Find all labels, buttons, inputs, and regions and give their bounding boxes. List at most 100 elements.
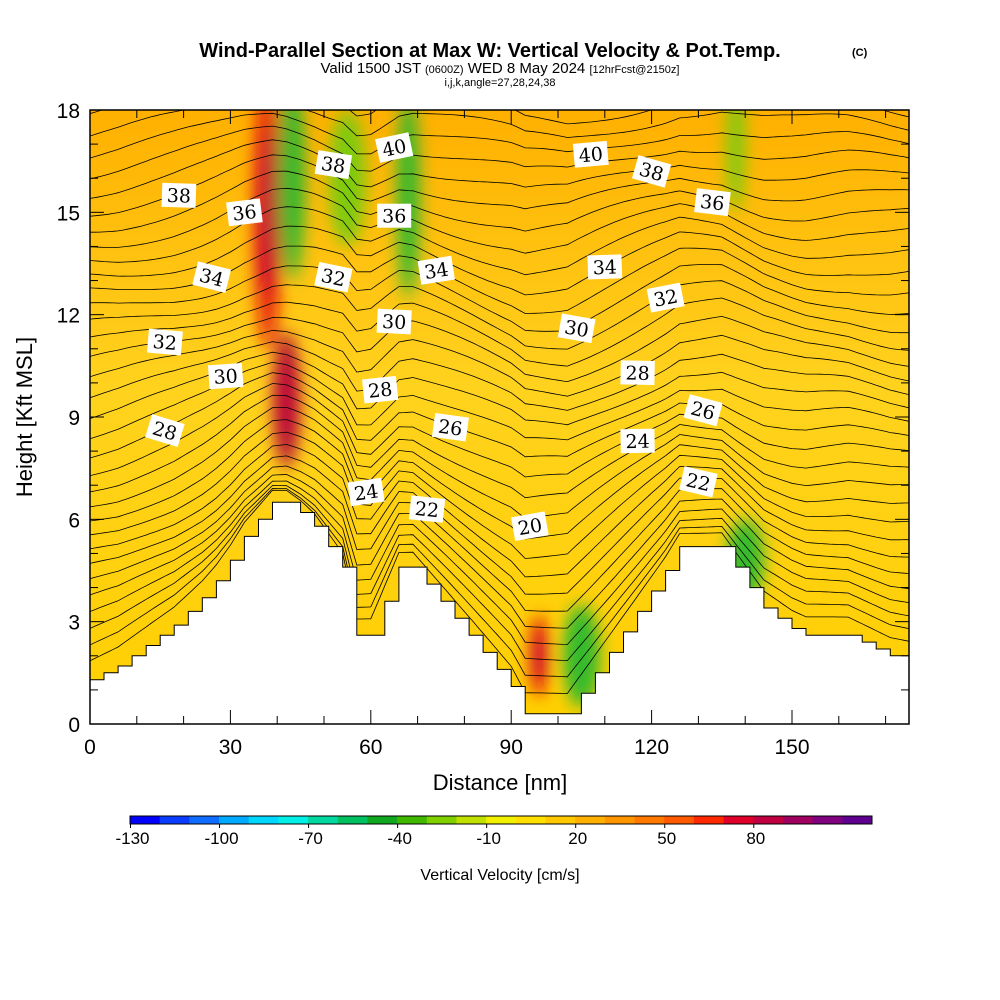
- velocity-core-6: [534, 631, 544, 681]
- colorbar-swatch: [545, 816, 576, 824]
- isentrope-label: 26: [431, 412, 469, 442]
- isentrope-label: 20: [511, 511, 549, 541]
- colorbar-swatch: [842, 816, 873, 824]
- isentrope-label-bg: [226, 198, 263, 227]
- colorbar-swatch: [426, 816, 457, 824]
- isentrope-28: [90, 154, 909, 217]
- isentrope-label-bg: [377, 203, 412, 228]
- isentrope-label-bg: [631, 155, 672, 188]
- isentrope-26: [90, 187, 909, 254]
- isentrope-label: 36: [226, 198, 263, 227]
- isentrope-label-bg: [620, 360, 655, 385]
- x-axis: 0 30 60 90 120 150: [84, 110, 887, 759]
- isentrope-label-bg: [557, 313, 596, 344]
- colorbar: -130 -100 -70 -40 -10 20 50 80: [115, 815, 873, 848]
- isentrope-label: 24: [347, 477, 385, 507]
- isentrope-label-text: 36: [699, 191, 726, 216]
- isentrope-13: [90, 383, 909, 478]
- isentrope-label: 32: [146, 328, 183, 356]
- colorbar-swatch: [575, 816, 606, 824]
- colorbar-swatch: [219, 816, 250, 824]
- isentrope-label: 30: [557, 313, 596, 344]
- colorbar-swatch: [664, 816, 695, 824]
- isentrope-label: 38: [314, 150, 353, 180]
- x-tick-label: 0: [84, 736, 96, 759]
- y-tick-label: 9: [68, 407, 80, 430]
- isentrope-label: 28: [362, 375, 399, 404]
- isentrope-label-text: 22: [684, 469, 713, 496]
- utc-time: (0600Z): [425, 64, 464, 76]
- isentrope-label-bg: [314, 261, 353, 293]
- isentrope-32: [90, 110, 909, 138]
- colorbar-tick-label: 20: [568, 829, 587, 848]
- isentrope-18: [90, 329, 909, 397]
- velocity-cell-5: [396, 110, 420, 298]
- isentrope-label-text: 40: [578, 143, 604, 167]
- colorbar-swatch: [812, 816, 843, 824]
- isentrope-label: 28: [620, 360, 655, 385]
- terrain-mask: [90, 501, 909, 724]
- isentrope-label-bg: [431, 412, 469, 442]
- isentrope-5: [90, 474, 909, 629]
- x-tick-label: 60: [359, 736, 382, 759]
- colorbar-swatch: [782, 816, 814, 824]
- isentrope-label-bg: [511, 511, 549, 541]
- grid-params: i,j,k,angle=27,28,24,38: [444, 77, 555, 89]
- isentrope-label-text: 20: [516, 514, 544, 540]
- isentrope-label-bg: [620, 428, 655, 454]
- isentrope-label: 40: [375, 132, 414, 163]
- colorbar-swatch: [308, 816, 339, 824]
- colorbar-swatch: [248, 816, 279, 824]
- isentrope-label-bg: [161, 182, 197, 208]
- isentrope-label-text: 36: [231, 201, 258, 226]
- isentrope-label-text: 30: [563, 316, 591, 342]
- isentrope-label-text: 24: [625, 431, 650, 453]
- x-tick-label: 150: [774, 736, 809, 759]
- isentrope-label-text: 34: [423, 259, 450, 285]
- isentrope-label-text: 26: [437, 416, 464, 441]
- chart-subtitle: Valid 1500 JST (0600Z) WED 8 May 2024 [1…: [321, 60, 680, 77]
- colorbar-swatch: [397, 816, 428, 824]
- velocity-core-2: [279, 359, 294, 441]
- isentrope-31: [90, 112, 909, 159]
- colorbar-tick-label: 80: [746, 829, 765, 848]
- isentrope-6: [90, 465, 909, 612]
- isentrope-29: [90, 139, 909, 199]
- colorbar-swatch: [130, 816, 161, 824]
- isentrope-label: 40: [572, 140, 609, 168]
- y-tick-label: 0: [68, 714, 80, 737]
- isentrope-label-bg: [192, 261, 232, 293]
- isentrope-10: [90, 419, 909, 540]
- isentrope-label-text: 36: [382, 206, 406, 228]
- isentrope-label: 38: [161, 182, 197, 208]
- isentrope-label-bg: [694, 188, 731, 217]
- isentrope-20: [90, 297, 909, 367]
- colorbar-swatch: [367, 816, 398, 824]
- isentrope-label-bg: [646, 282, 685, 313]
- isentrope-22: [90, 264, 909, 332]
- isentrope-label-text: 30: [381, 311, 406, 334]
- isentrope-label-text: 22: [414, 498, 440, 522]
- x-tick-label: 30: [219, 736, 242, 759]
- isentrope-label: 22: [408, 495, 446, 523]
- isentrope-17: [90, 341, 909, 411]
- y-tick-label: 3: [68, 612, 80, 635]
- isentrope-label-text: 40: [380, 135, 408, 162]
- isentrope-19: [90, 315, 909, 383]
- isentrope-label-text: 24: [353, 480, 380, 505]
- isentrope-label-text: 28: [367, 378, 393, 402]
- isentrope-25: [90, 206, 909, 276]
- colorbar-swatch: [753, 816, 784, 824]
- colorbar-swatch: [634, 816, 665, 824]
- x-tick-label: 120: [634, 736, 669, 759]
- isentrope-label-bg: [314, 150, 353, 180]
- isentrope-label-bg: [683, 394, 723, 427]
- isentrope-label-text: 32: [152, 331, 178, 355]
- isentrope-label-text: 30: [213, 365, 239, 389]
- colorbar-tick-label: -130: [115, 829, 149, 848]
- isentrope-label-bg: [145, 414, 185, 448]
- isentrope-label-bg: [376, 308, 412, 335]
- isentrope-label: 26: [683, 394, 723, 427]
- forecast-date: WED 8 May 2024: [468, 60, 586, 77]
- colorbar-swatch: [159, 816, 190, 824]
